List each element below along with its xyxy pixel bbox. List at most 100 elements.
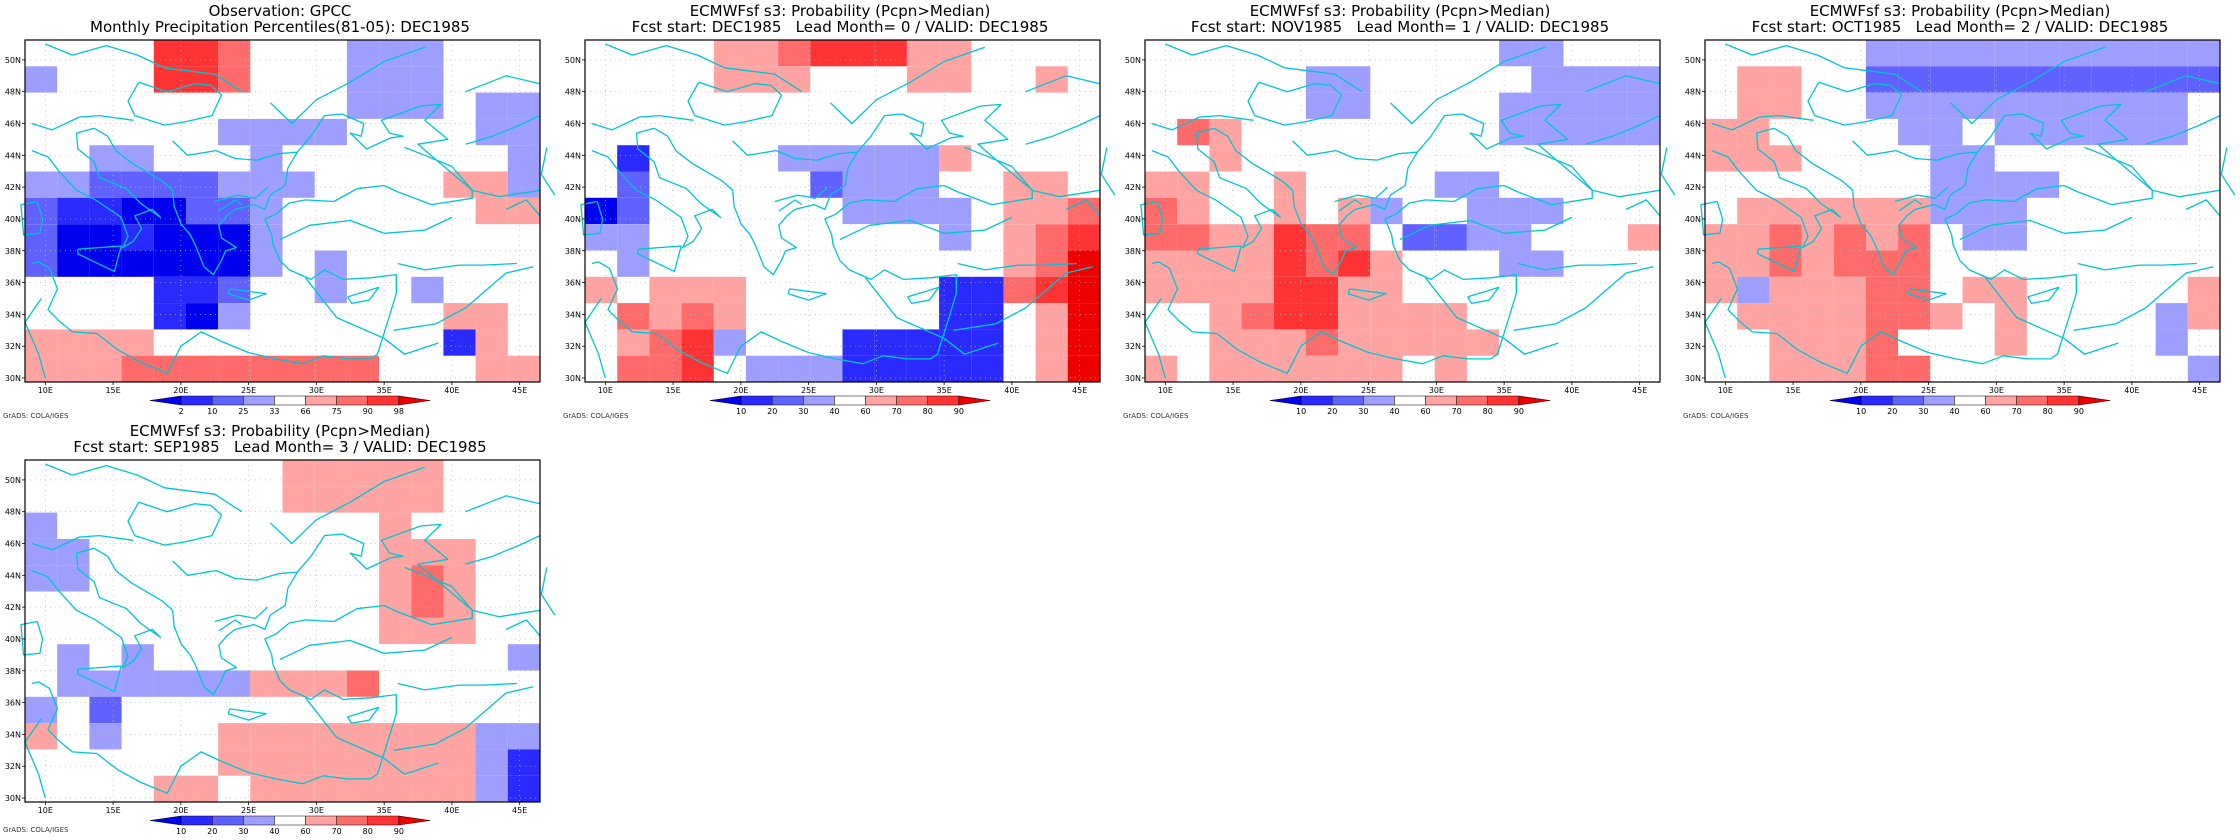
coastline [1711,114,1814,131]
colorbar-swatch [1269,395,1302,406]
colorbar-label: 2 [179,407,184,416]
grid-cell [507,749,540,776]
grid-cell [443,303,476,330]
grid-cell [443,723,476,750]
grid-cell [681,329,714,356]
colorbar-label: 70 [2012,407,2022,416]
grid-cell [314,355,347,382]
coastline [45,463,243,513]
grid-cell [282,355,315,382]
lat-tick-label: 34N [565,310,581,319]
grid-cell [1627,92,1660,119]
colorbar-label: 60 [1420,407,1430,416]
lat-tick-label: 32N [565,342,581,351]
lat-tick-label: 30N [1685,374,1701,383]
grid-cell [1067,303,1100,330]
grid-cell [713,276,746,304]
grid-cell [1865,40,1899,67]
colorbar-label: 20 [767,407,777,416]
grid-cell [1067,224,1100,251]
grid-cell [1145,355,1178,382]
grid-cell [1035,171,1068,198]
coastline [1424,277,1559,355]
panel-title: ECMWFsf s3: Probability (Pcpn>Median) Fc… [0,423,560,455]
colorbar-label: 80 [363,827,373,836]
grid-cell [314,276,347,304]
grid-cell [617,355,650,382]
colorbar-label: 30 [1918,407,1928,416]
grid-cell [713,329,746,356]
coastline [20,200,44,236]
lon-tick-label: 25E [801,386,816,395]
grid-cell [2123,92,2156,119]
panel-title: Observation: GPCC Monthly Precipitation … [0,3,560,35]
colorbar-label: 30 [798,407,808,416]
lat-tick-label: 40N [1125,215,1141,224]
coastline [732,140,777,156]
probability-map: 10E 15E 20E 25E 30E 35E 40E 45E 30N 32N 34N 36N 38N 4… [565,39,1116,416]
grid-cell [185,670,219,697]
lat-tick-label: 32N [5,762,21,771]
grads-credit: GrADS: COLA/IGES [563,412,629,420]
title-line-1: Observation: GPCC [208,2,352,20]
coastline [953,266,1094,331]
grid-cell [1930,66,1963,93]
grid-cell [1705,145,1738,172]
lat-tick-label: 30N [5,374,21,383]
colorbar-label: 66 [300,407,310,416]
grid-cell [475,749,508,776]
grid-cell [1801,224,1834,251]
lon-tick-label: 25E [1361,386,1376,395]
coastline [465,535,541,565]
grid-cell [89,145,122,172]
grid-cell [2187,303,2220,330]
coastline [2027,286,2060,304]
grid-cell [1962,224,1995,251]
lon-tick-label: 15E [1785,386,1800,395]
grid-cell [2155,303,2188,330]
coastline [1513,266,1654,331]
lat-tick-label: 48N [1685,88,1701,97]
coastline [864,277,999,355]
grid-cell [874,171,907,198]
coastline [1711,103,2153,374]
grads-credit: GrADS: COLA/IGES [3,412,69,420]
grid-cell [1737,66,1770,93]
grid-cell [810,355,843,382]
coastline [1700,200,1724,236]
colorbar-label: 40 [1949,407,1959,416]
coastline [775,149,858,161]
grid-cell [1338,355,1371,382]
coastline [227,288,267,301]
coastline [1704,298,1726,379]
coastline [1144,298,1166,379]
grid-cell [1865,224,1899,251]
grid-cell [218,303,251,330]
coastline [127,501,223,546]
lat-tick-label: 42N [5,183,21,192]
grid-cell [2187,276,2220,304]
grid-cell [906,66,940,93]
grid-cell [1994,197,2027,225]
lat-tick-label: 44N [5,151,21,160]
lat-tick-label: 48N [565,88,581,97]
grid-cell [1241,303,1274,330]
colorbar-label: 60 [300,827,310,836]
grid-cell [1595,92,1628,119]
coastline [505,199,541,217]
coastline [2084,146,2153,191]
grid-cell [57,670,90,697]
coastline [465,495,541,513]
grid-cell [25,538,58,566]
lat-tick-label: 50N [5,56,21,65]
grid-cell [507,145,540,172]
grid-cell [1898,40,1931,67]
colorbar-swatch [1425,395,1457,406]
grid-cell [475,723,508,750]
grid-cell [1865,329,1899,356]
grid-cell [89,355,122,382]
grid-cell [185,303,219,330]
lon-tick-label: 45E [1072,386,1087,395]
grid-cell [1305,66,1339,93]
grid-cell [649,276,682,304]
